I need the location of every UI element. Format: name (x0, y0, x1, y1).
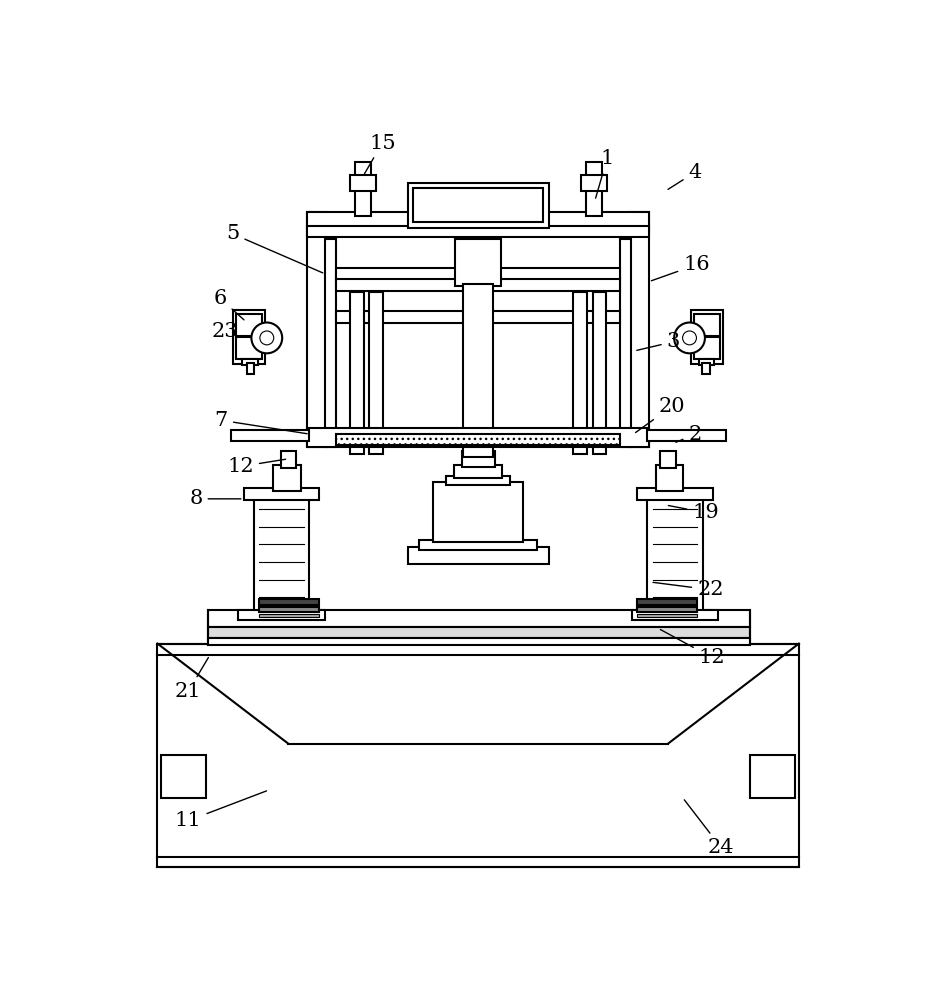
Text: 23: 23 (211, 322, 241, 341)
Bar (419, 540, 537, 550)
Bar (259, 614, 319, 617)
Text: 7: 7 (215, 411, 307, 434)
Bar (454, 465, 502, 478)
Text: 19: 19 (668, 503, 719, 522)
Bar (592, 292, 606, 454)
Bar (158, 644, 799, 867)
Bar (750, 755, 795, 798)
Bar (637, 607, 697, 612)
Bar (691, 310, 723, 364)
Bar (259, 607, 319, 612)
Bar (281, 451, 296, 468)
Bar (233, 310, 265, 364)
Text: 16: 16 (651, 255, 710, 281)
Text: 8: 8 (189, 489, 241, 508)
Bar (656, 465, 683, 491)
Bar (408, 547, 549, 564)
Bar (702, 363, 710, 374)
Bar (648, 430, 726, 441)
Bar (446, 476, 510, 485)
Bar (661, 451, 675, 468)
Bar (637, 488, 713, 500)
Bar (161, 755, 206, 798)
Bar (694, 314, 720, 336)
Bar (243, 359, 258, 365)
Bar (581, 175, 607, 191)
Bar (254, 497, 309, 614)
Circle shape (683, 331, 696, 345)
Text: 15: 15 (365, 134, 396, 174)
Text: 3: 3 (637, 332, 680, 351)
Text: 1: 1 (595, 149, 614, 198)
Bar (355, 162, 370, 216)
Text: 22: 22 (653, 580, 724, 599)
Bar (462, 451, 494, 466)
Bar (413, 188, 543, 222)
Bar (326, 239, 336, 447)
Bar (259, 599, 319, 605)
Bar (648, 497, 703, 614)
Bar (307, 226, 649, 237)
Bar (273, 465, 300, 491)
Bar (207, 638, 750, 645)
Bar (336, 311, 620, 323)
Text: 4: 4 (668, 163, 702, 189)
Bar (336, 279, 620, 291)
Bar (244, 488, 319, 500)
Text: 12: 12 (661, 630, 725, 667)
Text: 21: 21 (175, 658, 208, 701)
Bar (207, 610, 750, 627)
Bar (433, 482, 523, 542)
Bar (238, 610, 325, 620)
Bar (336, 268, 620, 280)
Bar (586, 162, 602, 216)
Bar (236, 314, 262, 336)
Bar (230, 430, 309, 441)
Bar (573, 292, 587, 454)
Text: 2: 2 (675, 425, 702, 444)
Text: 6: 6 (214, 289, 244, 320)
Bar (336, 434, 620, 445)
Bar (694, 337, 720, 359)
Bar (632, 610, 718, 620)
Circle shape (260, 331, 273, 345)
Text: 12: 12 (228, 457, 285, 476)
Bar (455, 239, 501, 286)
Bar (350, 175, 376, 191)
Bar (307, 428, 649, 447)
Bar (637, 599, 697, 605)
Bar (246, 363, 255, 374)
Bar (350, 292, 364, 454)
Circle shape (675, 323, 705, 353)
Text: 11: 11 (174, 791, 267, 830)
Bar (307, 212, 327, 447)
Bar (408, 183, 549, 228)
Circle shape (251, 323, 282, 353)
Bar (630, 212, 649, 447)
Bar (699, 359, 714, 365)
Text: 5: 5 (227, 224, 323, 273)
Text: 24: 24 (684, 800, 734, 857)
Bar (236, 337, 262, 359)
Bar (307, 212, 649, 228)
Bar (369, 292, 383, 454)
Bar (620, 239, 631, 447)
Text: 20: 20 (635, 397, 685, 433)
Bar (637, 614, 697, 617)
Bar (463, 284, 494, 457)
Bar (207, 627, 750, 638)
